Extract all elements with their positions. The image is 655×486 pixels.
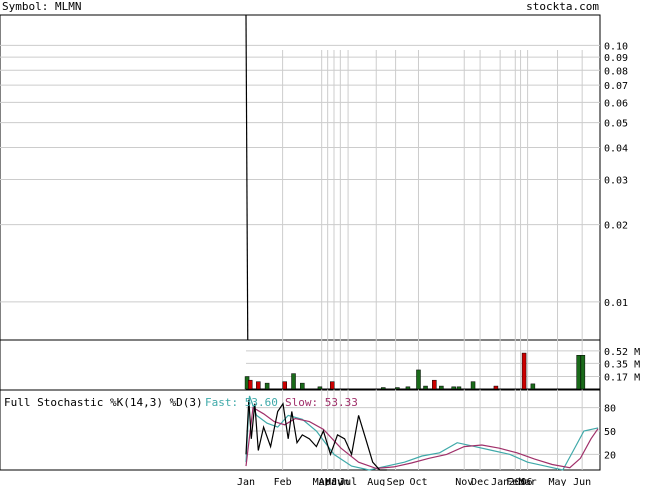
price-tick-label: 0.04 <box>604 143 628 154</box>
x-tick-label: May <box>325 477 343 486</box>
x-tick-label: Aug <box>367 477 385 486</box>
volume-bar <box>300 382 305 390</box>
price-tick-label: 0.10 <box>604 41 628 52</box>
site-label: stockta.com <box>526 0 599 13</box>
x-tick-label: Nov <box>455 477 473 486</box>
volume-bar <box>395 387 400 390</box>
stochastic-tick-label: 50 <box>604 427 616 438</box>
volume-bar <box>282 381 287 390</box>
price-tick-label: 0.09 <box>604 53 628 64</box>
volume-bars <box>244 352 600 390</box>
x-tick-label: Feb <box>274 477 292 486</box>
volume-bar <box>456 386 462 390</box>
x-tick-label: Jan <box>237 477 255 486</box>
stochastic-series-k <box>245 399 387 471</box>
volume-bar <box>530 383 536 390</box>
x-tick-label: 2006 <box>509 477 533 486</box>
price-tick-label: 0.08 <box>604 66 628 77</box>
symbol-label: Symbol: MLMN <box>2 0 81 13</box>
volume-tick-label: 0.35 M <box>604 359 640 370</box>
price-tick-label: 0.06 <box>604 98 628 109</box>
x-tick-label: May <box>548 477 566 486</box>
volume-bar <box>470 381 476 390</box>
x-tick-label: Mar <box>313 477 331 486</box>
volume-bar <box>291 373 296 390</box>
price-tick-label: 0.01 <box>604 298 628 309</box>
volume-bar <box>576 355 581 390</box>
x-tick-label: Oct <box>409 477 427 486</box>
volume-bar <box>580 355 586 390</box>
x-tick-label: Apr <box>319 477 337 486</box>
stochastic-series-slow <box>245 406 599 470</box>
stochastic-tick-label: 20 <box>604 450 616 461</box>
x-tick-label: Feb <box>506 477 524 486</box>
volume-bar <box>247 379 253 390</box>
volume-axis: 0.52 M0.35 M 0.17 M <box>604 347 640 384</box>
volume-bar <box>432 379 437 390</box>
stochastic-title: Full Stochastic %K(14,3) %D(3) <box>4 396 203 409</box>
slow-label: Slow: 53.33 <box>285 396 358 409</box>
price-panel-frame <box>0 14 601 341</box>
stochastic-panel-frame <box>0 389 601 471</box>
volume-bar <box>405 386 411 390</box>
price-tick-label: 0.05 <box>604 119 628 130</box>
volume-tick-label: 0.17 M <box>604 373 640 384</box>
volume-bar <box>329 381 335 390</box>
x-tick-label: Mar <box>519 477 537 486</box>
x-tick-label: Jan <box>491 477 509 486</box>
x-tick-label: Jul <box>339 477 357 486</box>
price-tick-label: 0.07 <box>604 81 628 92</box>
price-line <box>245 14 249 341</box>
price-tick-label: 0.03 <box>604 176 628 187</box>
volume-bar <box>381 387 386 390</box>
grid <box>0 44 600 470</box>
x-tick-label: Sep <box>387 477 405 486</box>
stochastic-series-fast <box>245 395 599 471</box>
volume-bar <box>317 386 323 390</box>
stochastic-axis: 80 50 20 <box>604 404 616 462</box>
fast-label: Fast: 53.60 <box>205 396 278 409</box>
x-tick-label: Jun <box>331 477 349 486</box>
volume-bar <box>439 385 444 390</box>
stochastic-lines <box>245 395 599 471</box>
volume-bar <box>451 386 456 390</box>
x-tick-label: Dec <box>471 477 489 486</box>
volume-bar <box>256 381 261 390</box>
x-tick-label: Jun <box>573 477 591 486</box>
price-series-line <box>245 14 249 341</box>
volume-bar <box>416 369 421 390</box>
stochastic-tick-label: 80 <box>604 404 616 415</box>
volume-bar <box>423 385 428 390</box>
volume-bar <box>493 385 499 390</box>
volume-bar <box>521 352 527 390</box>
volume-bar <box>264 382 270 390</box>
price-tick-label: 0.02 <box>604 221 628 232</box>
volume-tick-label: 0.52 M <box>604 347 640 358</box>
price-axis: 0.100.09 0.08 0.07 0.06 0.05 0.04 0.03 0.02 0.01 <box>604 41 628 308</box>
volume-panel-frame <box>0 339 601 391</box>
